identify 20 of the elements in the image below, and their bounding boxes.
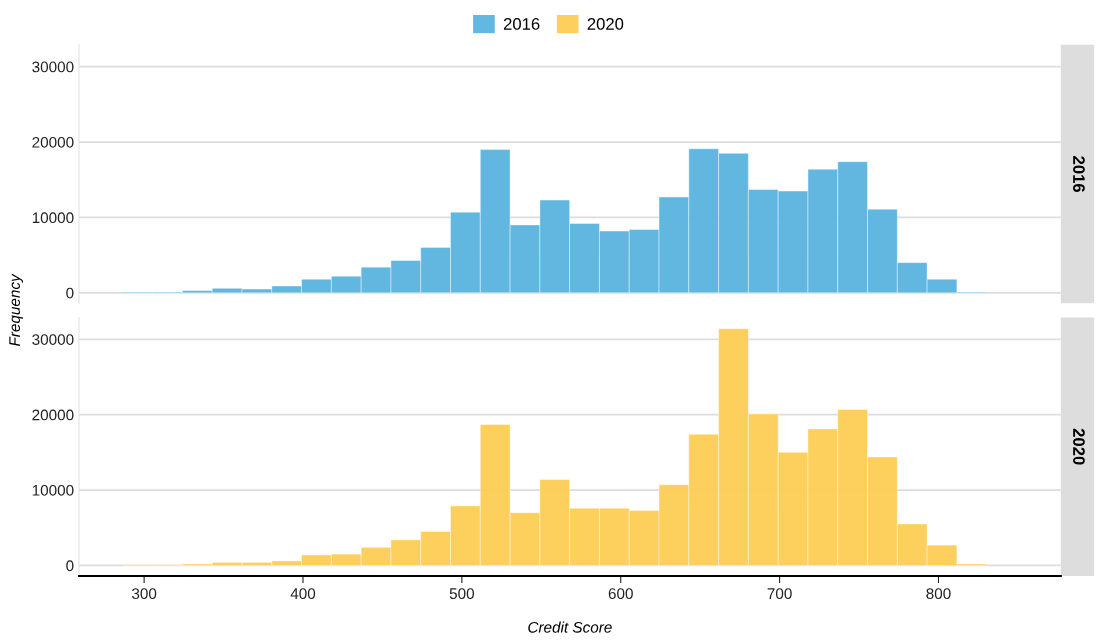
x-tick-label: 500 (449, 588, 475, 600)
y-tick-label: 0 (66, 560, 74, 572)
x-axis-title: Credit Score (528, 621, 612, 633)
text: 2020 (1073, 428, 1085, 465)
text: 2016 (1073, 156, 1085, 193)
x-tick-label: 400 (290, 588, 316, 600)
y-tick-label: 0 (66, 287, 74, 299)
y-tick-label: 20000 (32, 136, 74, 148)
y-axis-title: Frequency (9, 273, 24, 347)
y-tick-label: 20000 (32, 409, 74, 421)
legend-label: 2016 (503, 18, 540, 30)
y-tick-label: 10000 (32, 484, 74, 496)
y-tick-label: 30000 (32, 334, 74, 345)
legend-label: 2020 (587, 18, 624, 30)
x-tick-label: 300 (131, 588, 157, 600)
y-tick-label: 10000 (32, 212, 74, 224)
x-tick-label: 700 (767, 588, 792, 600)
y-tick-label: 30000 (32, 61, 74, 73)
x-tick-label: 600 (608, 588, 633, 600)
x-tick-label: 800 (926, 588, 951, 600)
